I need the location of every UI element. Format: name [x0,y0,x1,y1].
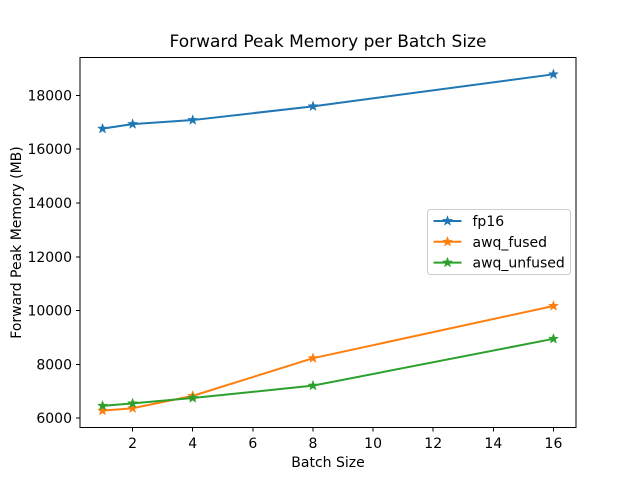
data-point-marker-awq_fused [97,405,108,416]
data-point-marker-awq_unfused [97,400,108,411]
x-tick-label: 2 [128,436,137,452]
y-axis-label: Forward Peak Memory (MB) [9,146,25,338]
data-point-marker-awq_unfused [187,392,198,403]
legend-group: fp16 awq_fused awq_unfused [427,209,571,275]
x-tick-label: 14 [484,436,502,452]
y-tick-label: 16000 [27,142,72,158]
x-tick-label: 4 [188,436,197,452]
legend-marker-awq_unfused [442,257,453,268]
plot-spines-group [79,57,577,428]
y-tick-label: 6000 [36,411,72,427]
data-point-marker-awq_unfused [307,380,319,391]
y-ticks-group: 6000 8000 10000 12000 14000 16000 18000 [27,88,80,427]
data-point-marker-fp16 [187,114,198,125]
data-point-marker-fp16 [97,123,108,134]
legend-box [427,209,571,275]
data-point-marker-awq_fused [307,352,319,363]
x-ticks-group: 2 4 6 8 10 12 14 16 [128,427,563,452]
legend-label-fp16: fp16 [473,214,505,230]
x-tick-label: 16 [545,436,563,452]
legend-label-awq_fused: awq_fused [473,235,548,251]
y-tick-label: 10000 [27,304,72,320]
chart-title: Forward Peak Memory per Batch Size [170,32,487,52]
legend-label-awq_unfused: awq_unfused [473,256,565,272]
y-tick-label: 8000 [36,357,72,373]
legend-marker-awq_fused [442,236,453,247]
series-group [97,68,559,416]
y-tick-label: 12000 [27,250,72,266]
y-tick-label: 18000 [27,88,72,104]
x-tick-label: 12 [424,436,442,452]
x-tick-label: 8 [309,436,318,452]
data-point-marker-fp16 [548,68,559,79]
y-tick-label: 14000 [27,196,72,212]
data-point-marker-awq_fused [127,402,138,413]
legend-marker-fp16 [442,215,453,226]
x-axis-label: Batch Size [291,455,364,471]
data-point-marker-awq_fused [548,300,559,311]
data-point-marker-fp16 [127,118,138,129]
x-tick-label: 10 [364,436,382,452]
data-point-marker-awq_unfused [127,397,138,408]
data-point-marker-awq_unfused [548,333,559,344]
x-tick-label: 6 [248,436,257,452]
data-point-marker-fp16 [307,100,319,111]
plot-border [79,57,577,428]
